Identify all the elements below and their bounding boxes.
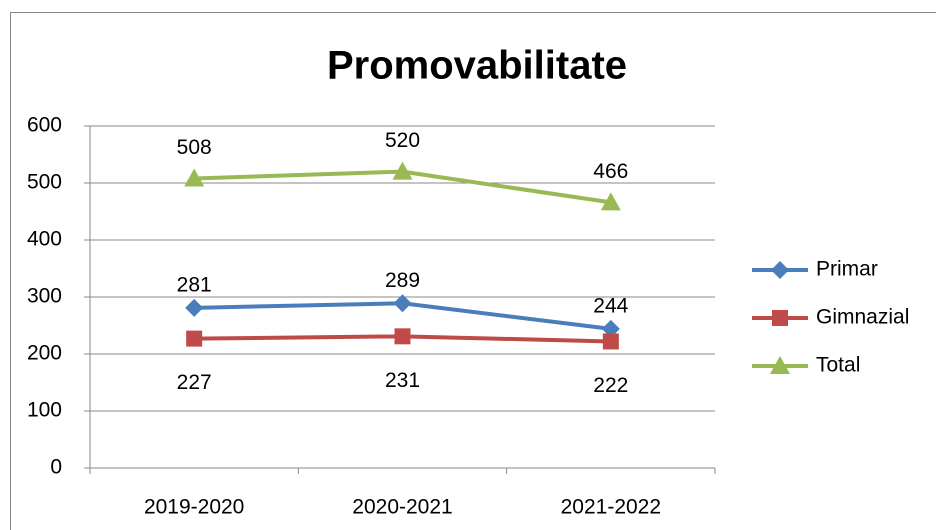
triangle-marker xyxy=(770,356,790,374)
y-tick-label: 600 xyxy=(27,114,62,137)
data-label: 520 xyxy=(385,129,420,152)
x-tick-label: 2020-2021 xyxy=(352,496,452,519)
data-label: 466 xyxy=(593,160,628,183)
data-label: 222 xyxy=(593,374,628,397)
chart-title: Promovabilitate xyxy=(327,44,627,88)
square-marker xyxy=(394,328,411,345)
square-marker xyxy=(186,330,203,347)
data-label: 281 xyxy=(177,273,212,296)
x-tick-label: 2021-2022 xyxy=(561,496,661,519)
diamond-marker xyxy=(601,319,620,338)
triangle-marker xyxy=(600,192,621,211)
y-tick-label: 300 xyxy=(27,285,62,308)
x-tick-label: 2019-2020 xyxy=(144,496,244,519)
y-tick-label: 0 xyxy=(50,456,62,479)
data-label: 231 xyxy=(385,369,420,392)
diamond-marker xyxy=(185,298,204,317)
triangle-marker xyxy=(184,168,205,187)
y-tick-label: 200 xyxy=(27,342,62,365)
data-label: 508 xyxy=(177,136,212,159)
legend-label: Gimnazial xyxy=(816,306,909,329)
y-tick-label: 500 xyxy=(27,171,62,194)
diamond-marker xyxy=(771,261,789,279)
triangle-marker xyxy=(392,161,413,180)
square-marker xyxy=(602,333,619,350)
data-label: 244 xyxy=(593,294,628,317)
data-label: 289 xyxy=(385,269,420,292)
legend-label: Total xyxy=(816,354,860,377)
diamond-marker xyxy=(393,294,412,313)
data-label: 227 xyxy=(177,371,212,394)
square-marker xyxy=(772,310,788,326)
legend-label: Primar xyxy=(816,258,878,281)
y-tick-label: 100 xyxy=(27,399,62,422)
y-tick-label: 400 xyxy=(27,228,62,251)
